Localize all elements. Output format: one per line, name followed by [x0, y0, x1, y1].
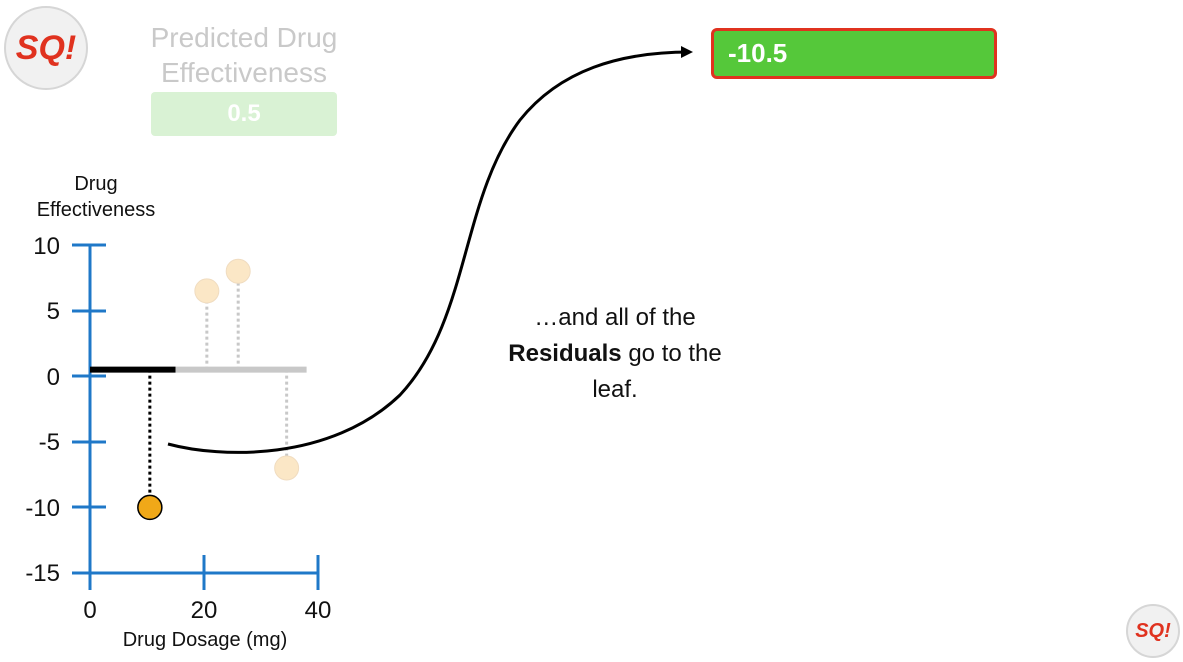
- y-axis-label-line1: Drug: [74, 173, 118, 195]
- y-tick-label: -10: [25, 495, 60, 522]
- prediction-title: Predicted Drug Effectiveness: [140, 20, 348, 90]
- caption-line2: Residuals go to the: [470, 336, 760, 372]
- leaf-node: -10.5: [711, 28, 997, 79]
- y-tick-label: 10: [33, 233, 60, 260]
- prediction-value: 0.5: [227, 100, 261, 127]
- data-point: [225, 258, 251, 284]
- caption-line1: …and all of the: [534, 304, 696, 331]
- x-tick-label: 20: [190, 597, 218, 624]
- y-tick-label: 0: [46, 364, 60, 391]
- caption-residuals: Residuals: [508, 340, 622, 367]
- statquest-logo: SQ!: [4, 6, 88, 90]
- prediction-title-line2: Effectiveness: [160, 57, 328, 88]
- data-point: [194, 278, 220, 304]
- y-tick-marks: [72, 243, 106, 575]
- prediction-value-box: 0.5: [151, 92, 337, 136]
- prediction-title-line1: Predicted Drug: [150, 22, 338, 53]
- y-tick-label: 5: [46, 298, 60, 325]
- logo-text: SQ!: [15, 28, 77, 67]
- y-tick-label: -5: [38, 429, 60, 456]
- caption-line2-rest: go to the: [621, 340, 722, 367]
- data-point: [274, 455, 300, 481]
- x-axis-label: Drug Dosage (mg): [122, 629, 288, 651]
- logo-small-text: SQ!: [1135, 619, 1171, 642]
- caption: …and all of the Residuals go to the leaf…: [470, 300, 760, 408]
- x-tick-marks: [88, 555, 320, 590]
- data-point: [137, 494, 163, 521]
- caption-line3: leaf.: [592, 376, 638, 403]
- y-tick-label: -15: [25, 560, 60, 587]
- x-tick-label: 40: [304, 597, 332, 624]
- x-tick-label: 0: [83, 597, 97, 624]
- y-axis-label: Drug Effectiveness: [18, 171, 174, 223]
- statquest-logo-small: SQ!: [1126, 604, 1180, 658]
- leaf-value: -10.5: [728, 38, 788, 68]
- y-axis-label-line2: Effectiveness: [36, 199, 156, 221]
- arrow-to-leaf: [167, 46, 693, 454]
